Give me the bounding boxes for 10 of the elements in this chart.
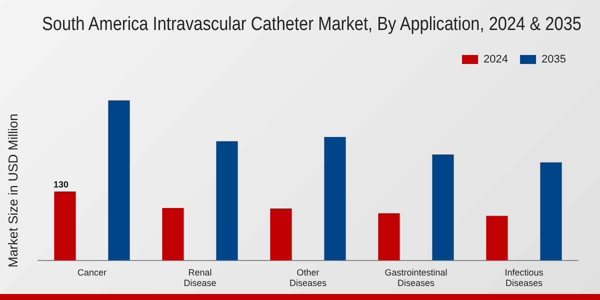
x-tick-label: Other Diseases <box>289 267 328 288</box>
x-tick-label: Infectious Diseases <box>504 267 544 288</box>
legend-label: 2035 <box>542 54 566 66</box>
data-label: 130 <box>53 180 69 190</box>
x-tick-label: Renal Disease <box>184 267 216 288</box>
x-tick-label: Cancer <box>77 267 107 278</box>
x-tick-label: Gastrointestinal Diseases <box>384 267 448 288</box>
legend-label: 2024 <box>484 54 508 66</box>
chart-title: South America Intravascular Catheter Market, By Application, 2024 & 2035 <box>42 14 582 36</box>
y-axis-title: Market Size in USD Million <box>6 114 20 268</box>
